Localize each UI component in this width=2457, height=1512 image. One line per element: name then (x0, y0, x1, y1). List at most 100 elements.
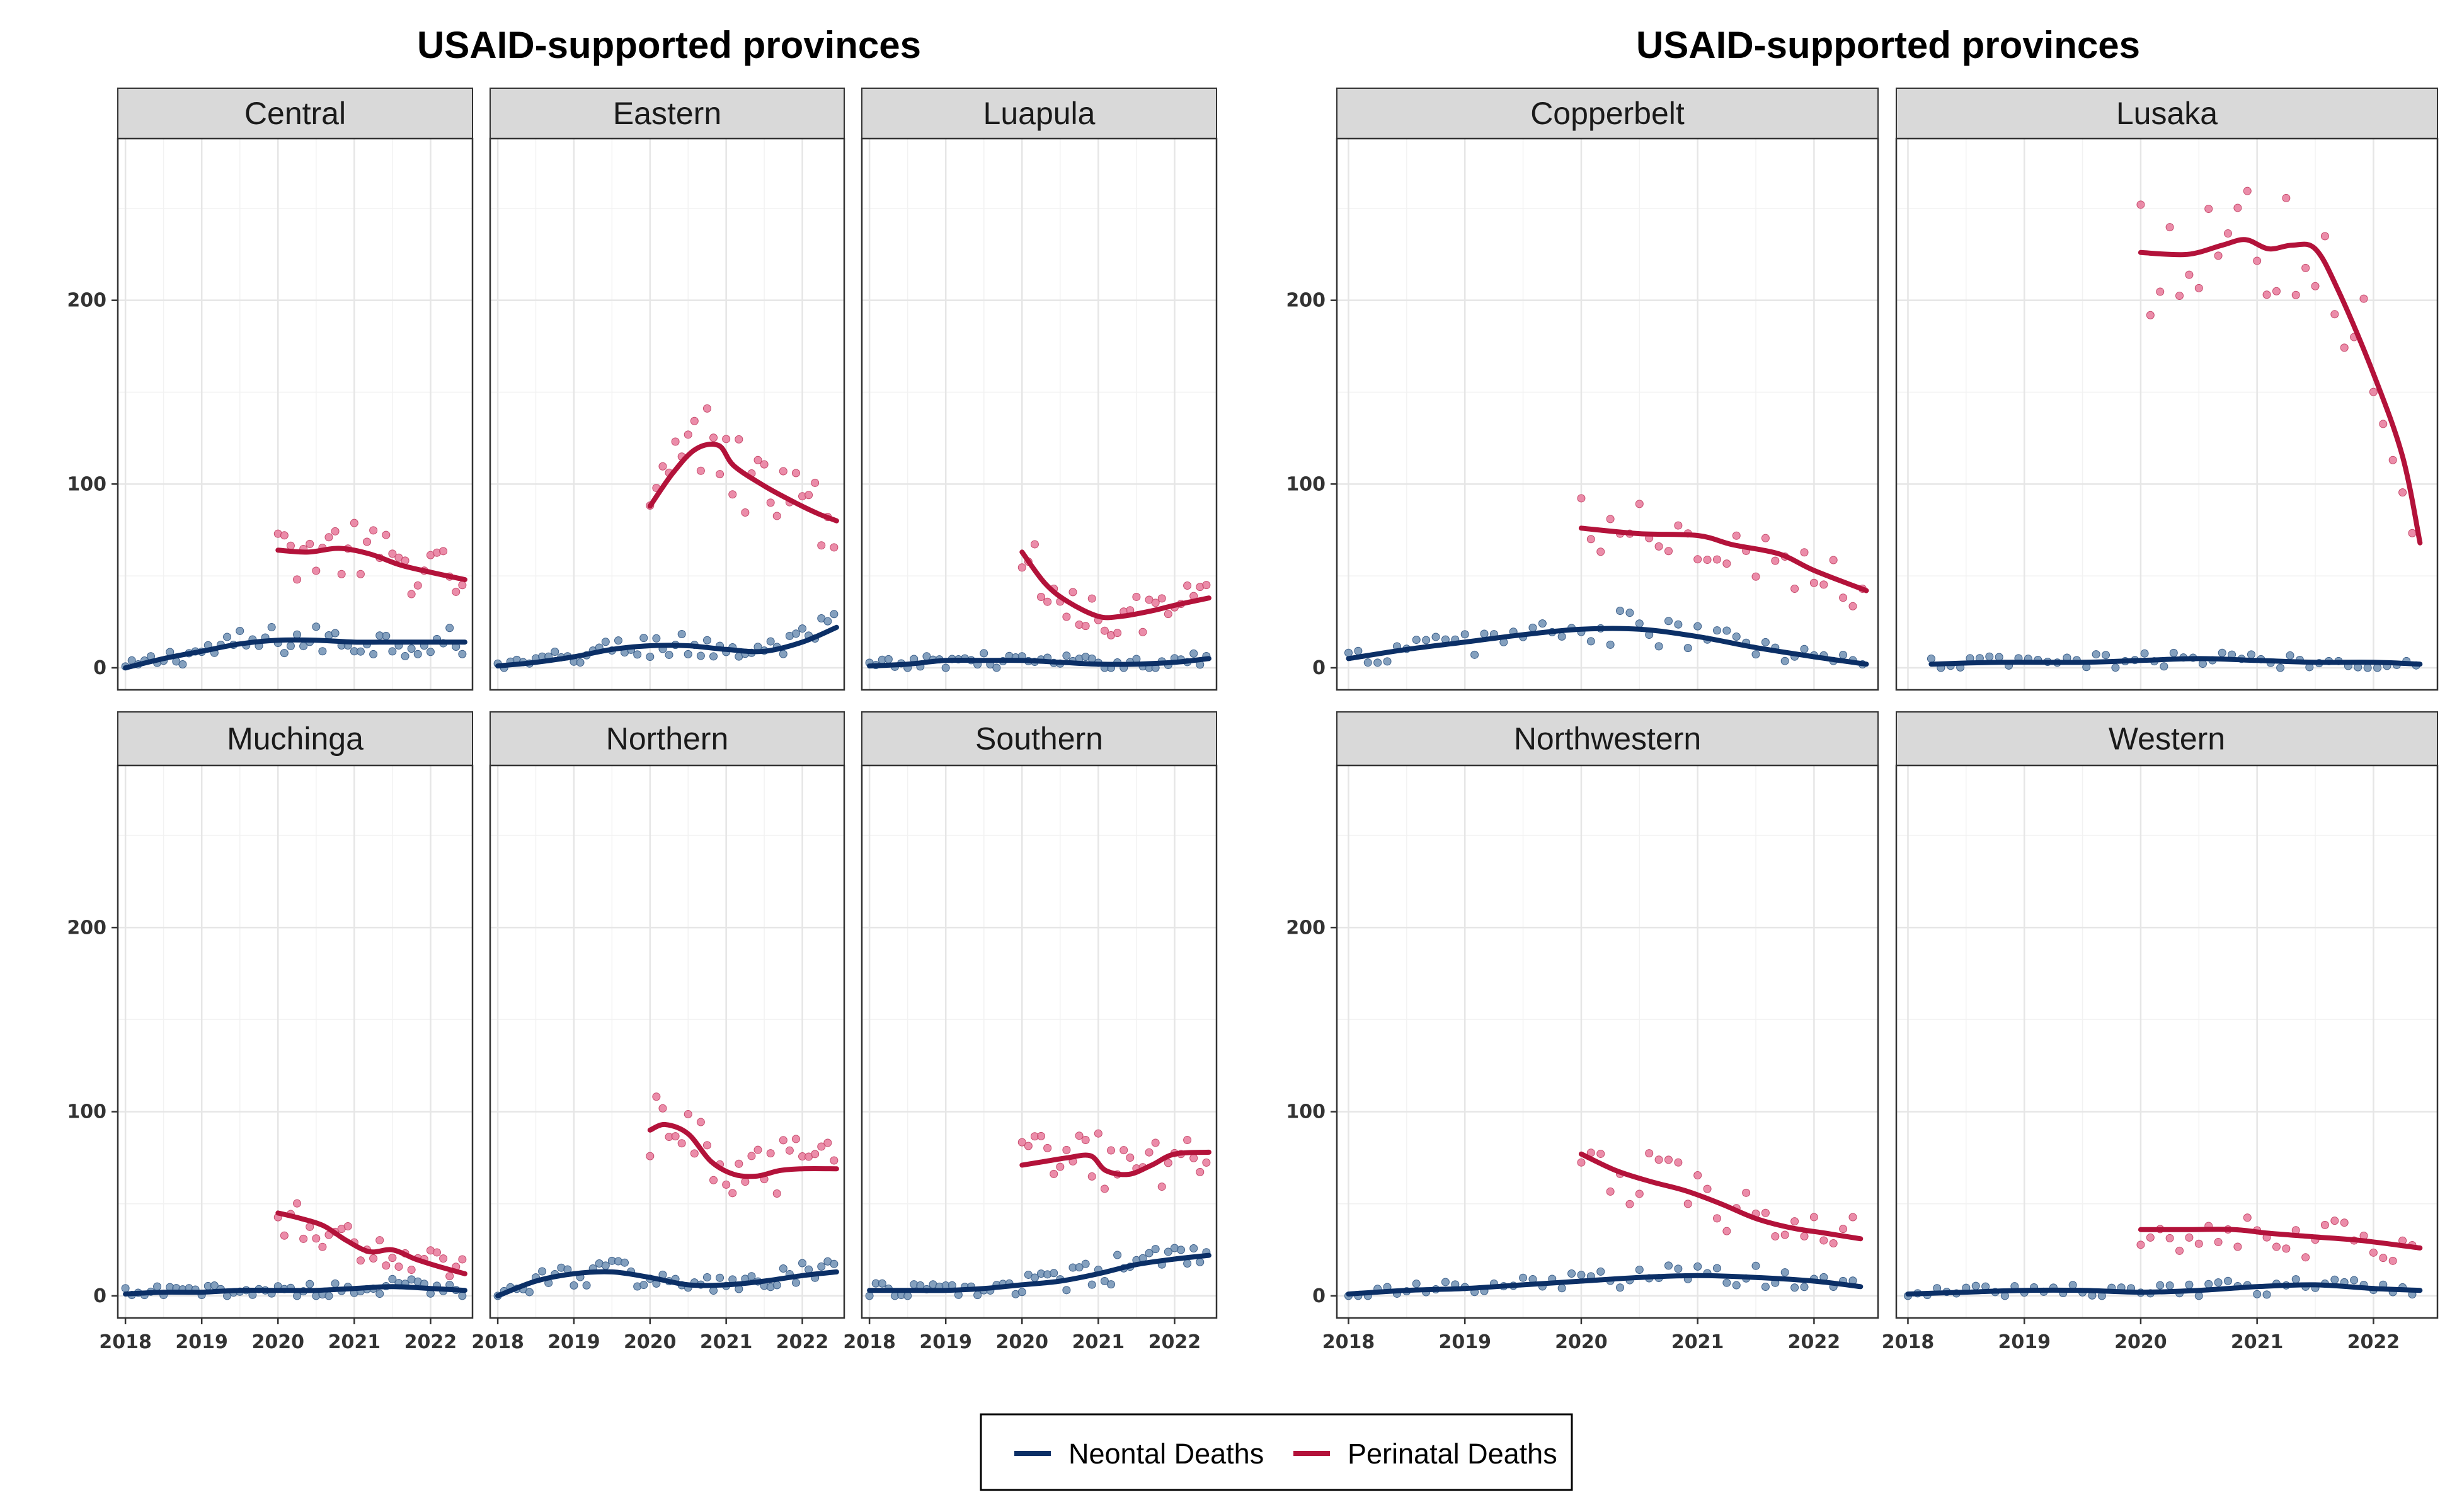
neonatal-point (1354, 646, 1363, 655)
perinatal-point (805, 491, 813, 500)
x-tick-label: 2019 (1998, 1331, 2051, 1353)
panel-copperbelt: Copperbelt 0 100 200 (1286, 88, 1879, 691)
perinatal-point (1654, 1155, 1663, 1164)
y-tick-label: 100 (67, 1101, 106, 1123)
strip-background (861, 711, 1217, 766)
neonatal-point (1674, 620, 1683, 629)
y-tick-label: 200 (1286, 917, 1326, 939)
perinatal-point (1017, 563, 1026, 572)
neonatal-point (2140, 649, 2149, 658)
perinatal-point (1196, 1167, 1205, 1176)
neonatal-point (1519, 1273, 1528, 1282)
perinatal-point (1664, 1155, 1673, 1164)
perinatal-point (646, 1152, 655, 1160)
x-tick-label: 2019 (175, 1331, 228, 1353)
neonatal-point (830, 1259, 839, 1268)
perinatal-point (1030, 540, 1039, 549)
neonatal-point (1017, 1288, 1026, 1297)
perinatal-point (458, 581, 467, 590)
perinatal-point (388, 549, 397, 558)
neonatal-point (1196, 1257, 1205, 1266)
neonatal-point (1557, 632, 1566, 641)
neonatal-trend-line (495, 1269, 839, 1298)
perinatal-point (2214, 251, 2223, 260)
neonatal-point (1183, 1259, 1192, 1268)
x-tick-label: 2022 (2347, 1331, 2400, 1353)
perinatal-point (2291, 290, 2300, 299)
neonatal-point (1780, 1268, 1789, 1277)
perinatal-point (823, 1138, 832, 1147)
neonatal-point (401, 652, 410, 661)
perinatal-point (1189, 1154, 1198, 1162)
perinatal-point (1577, 494, 1586, 503)
perinatal-point (2320, 1220, 2329, 1229)
perinatal-point (1712, 555, 1721, 564)
neonatal-point (1790, 1283, 1799, 1292)
perinatal-point (1829, 556, 1838, 564)
perinatal-point (1145, 1148, 1154, 1157)
perinatal-point (382, 1261, 391, 1270)
perinatal-point (830, 543, 839, 552)
perinatal-point (1056, 1162, 1065, 1171)
neonatal-point (1654, 642, 1663, 651)
perinatal-point (1829, 1239, 1838, 1247)
plot-background (1337, 765, 1878, 1318)
neonatal-point (331, 629, 340, 638)
perinatal-point (1202, 581, 1211, 590)
x-tick-label: 2021 (700, 1331, 753, 1353)
neonatal-point (1431, 633, 1440, 641)
neonatal-point (2214, 1278, 2223, 1287)
neonatal-point (2247, 650, 2255, 659)
neonatal-point (1528, 623, 1537, 632)
perinatal-point (1712, 1214, 1721, 1223)
perinatal-trend-line (647, 442, 839, 524)
x-tick-label: 2021 (2231, 1331, 2284, 1353)
neonatal-point (1164, 1247, 1172, 1256)
perinatal-trend-line (1578, 1151, 1864, 1242)
perinatal-point (1164, 610, 1172, 619)
neonatal-point (646, 653, 655, 662)
perinatal-point (2340, 1218, 2349, 1227)
perinatal-point (1596, 1149, 1605, 1158)
y-tick-label: 0 (93, 1285, 106, 1307)
neonatal-point (570, 1281, 578, 1290)
neonatal-trend-line (867, 1252, 1211, 1293)
neonatal-trend-line (1928, 656, 2423, 667)
perinatal-point (318, 1242, 327, 1251)
perinatal-point (2398, 488, 2407, 497)
x-tick-label: 2022 (404, 1331, 457, 1353)
neonatal-point (2291, 1275, 2300, 1284)
neonatal-point (1839, 651, 1848, 660)
neonatal-point (356, 647, 365, 656)
perinatal-point (375, 1236, 384, 1245)
neonatal-point (2185, 1280, 2194, 1289)
perinatal-point (1790, 585, 1799, 593)
perinatal-point (1722, 559, 1731, 568)
strip-label: Northwestern (1514, 721, 1701, 757)
perinatal-point (2262, 290, 2271, 299)
perinatal-point (458, 1255, 467, 1264)
perinatal-point (1771, 556, 1780, 565)
perinatal-point (1800, 1232, 1809, 1240)
plot-background (490, 765, 844, 1318)
perinatal-point (1625, 1200, 1634, 1208)
neonatal-point (458, 1292, 467, 1300)
perinatal-point (2301, 1253, 2310, 1262)
panel-muchinga: Muchinga 0 100 200 2018 2019 2020 2021 2022 (67, 711, 474, 1353)
y-tick-label: 100 (67, 473, 106, 495)
y-tick-label: 0 (1312, 1285, 1326, 1307)
neonatal-point (388, 647, 397, 656)
panel-northern: Northern 2018 2019 2020 2021 2022 (471, 711, 845, 1353)
perinatal-point (2379, 420, 2388, 428)
neonatal-point (791, 629, 800, 638)
perinatal-point (324, 533, 333, 542)
neonatal-point (779, 1264, 788, 1273)
neonatal-point (2204, 1280, 2213, 1288)
facet-panels: Central 0 100 200 Eastern Luapula Copperbelt 0 1… (67, 88, 2439, 1353)
neonatal-point (823, 617, 832, 626)
perinatal-point (2136, 200, 2145, 209)
perinatal-point (716, 470, 724, 479)
neonatal-point (1062, 1286, 1071, 1295)
neonatal-point (2102, 651, 2110, 660)
neonatal-point (2350, 1276, 2359, 1285)
